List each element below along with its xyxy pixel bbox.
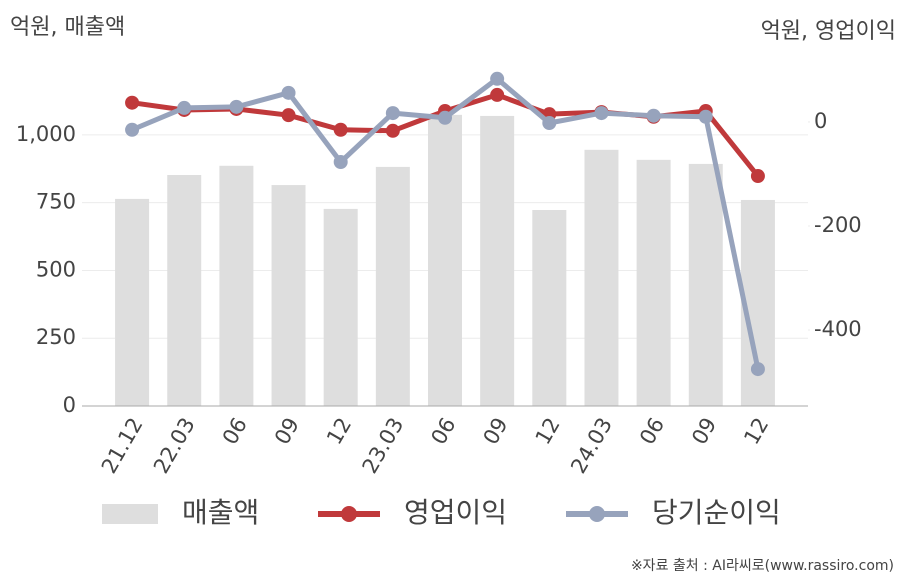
point	[125, 95, 140, 110]
y-tick-label: 250	[36, 325, 76, 349]
point	[490, 71, 505, 86]
bar	[584, 149, 619, 406]
bar	[167, 175, 202, 406]
point	[438, 110, 452, 125]
point	[750, 362, 765, 377]
legend-swatch	[341, 506, 357, 522]
point	[281, 108, 296, 123]
x-tick-label: 22.03	[149, 414, 200, 478]
bar	[688, 163, 723, 406]
point	[750, 169, 765, 184]
y2-tick-label: -400	[814, 317, 862, 341]
legend-label: 영업이익	[404, 496, 507, 529]
point	[385, 123, 400, 138]
bar	[428, 114, 462, 407]
y2-axis-title: 억원, 영업이익	[761, 19, 896, 44]
x-tick-label: 12	[322, 414, 356, 449]
point	[333, 122, 348, 137]
x-tick-label: 12	[531, 414, 565, 449]
point	[385, 106, 400, 121]
y-tick-label: 750	[36, 190, 76, 214]
bar	[115, 198, 150, 406]
point	[490, 87, 505, 102]
bar	[480, 115, 515, 406]
x-tick-label: 06	[426, 414, 460, 449]
x-tick-label: 23.03	[358, 414, 409, 478]
point	[281, 85, 296, 100]
point	[125, 122, 140, 137]
x-tick-label: 09	[687, 414, 721, 449]
y-axis-title: 억원, 매출액	[10, 15, 125, 40]
legend-swatch	[102, 504, 158, 524]
source: ※자료 출처 : AI라씨로(www.rassiro.com)	[631, 558, 894, 574]
legend-swatch	[589, 506, 605, 522]
bar	[271, 185, 306, 406]
y-tick-label: 0	[63, 393, 76, 417]
bar	[375, 166, 410, 406]
x-tick-label: 21.12	[97, 414, 148, 478]
point	[594, 106, 609, 121]
x-tick-label: 09	[479, 413, 513, 448]
y-tick-label: 1,000	[16, 122, 76, 146]
y2-tick-label: 0	[814, 109, 827, 133]
x-tick-label: 06	[218, 414, 252, 449]
point	[698, 109, 713, 124]
bar	[219, 165, 254, 406]
point	[229, 99, 244, 114]
legend-label: 당기순이익	[652, 496, 781, 529]
x-tick-label: 24.03	[566, 414, 617, 478]
bar	[323, 208, 358, 406]
point	[542, 115, 557, 130]
bar	[636, 159, 671, 406]
bar	[532, 209, 567, 406]
point	[177, 100, 192, 115]
point	[333, 155, 348, 170]
x-tick-label: 09	[270, 414, 304, 449]
legend-label: 매출액	[182, 496, 259, 529]
x-tick-label: 12	[739, 414, 773, 449]
y-tick-label: 500	[36, 257, 76, 281]
x-tick-label: 06	[635, 414, 669, 449]
point	[646, 108, 661, 123]
y2-tick-label: -200	[814, 213, 862, 237]
